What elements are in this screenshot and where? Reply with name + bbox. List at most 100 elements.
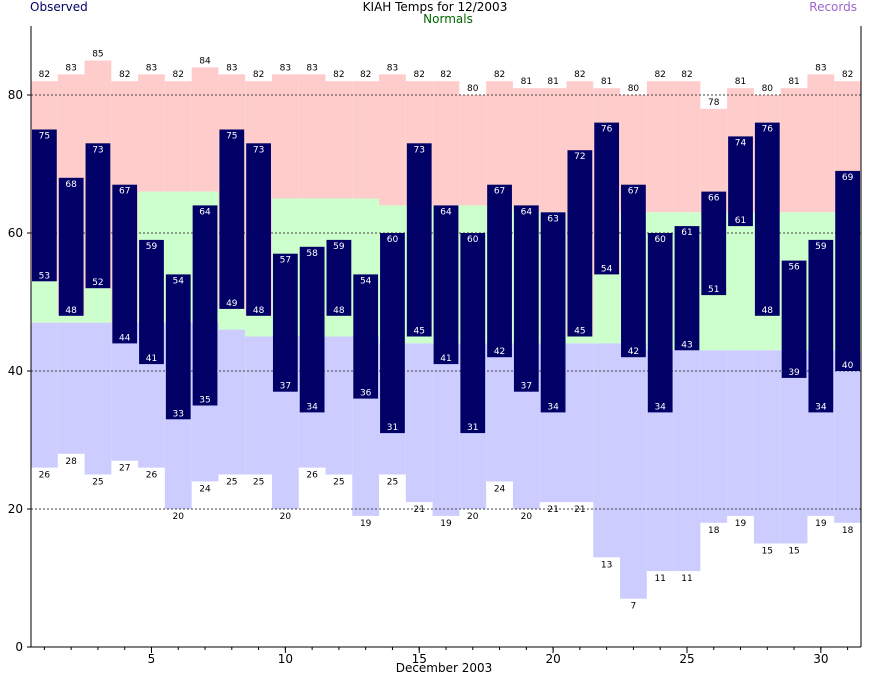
observed-bar xyxy=(192,205,218,406)
observed-low-label: 48 xyxy=(333,306,345,316)
record-high-label: 82 xyxy=(119,70,130,80)
observed-low-label: 34 xyxy=(547,402,559,412)
record-high-label: 84 xyxy=(199,56,211,66)
record-high-label: 80 xyxy=(628,84,640,94)
record-low-band xyxy=(432,343,460,516)
record-low-label: 19 xyxy=(735,519,747,529)
observed-low-label: 48 xyxy=(762,306,774,316)
observed-low-label: 34 xyxy=(815,402,827,412)
normal-band xyxy=(84,288,112,323)
value-labels: 75 53 82 26 68 48 83 28 73 52 85 25 67 44 82 27 59 41 83 26… xyxy=(39,50,854,612)
record-high-label: 80 xyxy=(762,84,774,94)
record-low-label: 11 xyxy=(654,574,665,584)
observed-low-label: 31 xyxy=(467,423,478,433)
observed-high-label: 60 xyxy=(654,235,666,245)
x-tick-label: 10 xyxy=(278,652,293,666)
record-low-label: 20 xyxy=(173,512,185,522)
record-high-band xyxy=(807,74,835,213)
observed-bar xyxy=(326,239,352,316)
record-low-band xyxy=(834,350,861,523)
observed-high-label: 66 xyxy=(708,194,720,204)
record-high-label: 82 xyxy=(413,70,424,80)
record-low-label: 13 xyxy=(601,560,612,570)
observed-low-label: 33 xyxy=(173,409,184,419)
observed-bar xyxy=(219,129,245,309)
observed-bar xyxy=(85,143,111,289)
record-low-label: 26 xyxy=(39,471,51,481)
record-high-label: 83 xyxy=(815,63,826,73)
record-low-label: 21 xyxy=(547,505,558,515)
record-low-band xyxy=(57,322,85,454)
observed-bar xyxy=(781,260,807,378)
record-high-label: 82 xyxy=(681,70,692,80)
record-low-band xyxy=(31,322,58,468)
record-high-band xyxy=(459,95,487,206)
record-high-label: 81 xyxy=(788,77,799,87)
record-low-band xyxy=(700,350,728,523)
normal-band xyxy=(245,315,272,337)
observed-bar xyxy=(540,212,566,413)
record-high-label: 82 xyxy=(333,70,344,80)
record-high-label: 82 xyxy=(494,70,505,80)
record-low-band xyxy=(218,329,246,475)
observed-high-label: 74 xyxy=(735,138,747,148)
record-high-label: 85 xyxy=(92,50,103,60)
observed-high-label: 54 xyxy=(360,276,372,286)
record-low-label: 25 xyxy=(253,478,264,488)
record-high-label: 82 xyxy=(173,70,184,80)
record-low-label: 27 xyxy=(119,464,130,474)
observed-high-label: 75 xyxy=(39,132,50,142)
observed-bar xyxy=(139,239,164,365)
observed-low-label: 45 xyxy=(574,327,585,337)
observed-low-label: 40 xyxy=(842,361,854,371)
observed-high-label: 64 xyxy=(440,207,452,217)
record-low-band xyxy=(593,343,621,558)
observed-low-label: 34 xyxy=(306,402,318,412)
observed-bar xyxy=(835,170,860,371)
observed-low-label: 61 xyxy=(735,216,746,226)
observed-high-label: 73 xyxy=(413,145,424,155)
observed-bar xyxy=(594,122,620,275)
record-high-label: 82 xyxy=(360,70,371,80)
observed-low-label: 45 xyxy=(413,327,424,337)
record-high-band xyxy=(432,81,460,206)
observed-high-label: 67 xyxy=(628,187,639,197)
observed-high-label: 76 xyxy=(601,125,613,135)
normal-band xyxy=(727,212,754,351)
record-low-band xyxy=(620,343,647,599)
observed-high-label: 64 xyxy=(521,207,533,217)
observed-high-label: 58 xyxy=(306,249,318,259)
observed-high-label: 76 xyxy=(762,125,774,135)
observed-high-label: 73 xyxy=(92,145,103,155)
y-tick-label: 80 xyxy=(8,88,23,102)
record-low-label: 20 xyxy=(521,512,533,522)
record-low-label: 25 xyxy=(226,478,237,488)
record-high-band xyxy=(780,88,808,213)
observed-bar xyxy=(460,233,486,434)
record-low-band xyxy=(245,336,272,475)
y-tick-label: 40 xyxy=(8,364,23,378)
observed-bar xyxy=(433,205,459,365)
observed-bar xyxy=(701,191,727,296)
normal-band xyxy=(31,281,58,323)
normal-band xyxy=(566,336,594,344)
record-low-label: 26 xyxy=(306,471,318,481)
record-high-label: 83 xyxy=(306,63,317,73)
observed-high-label: 75 xyxy=(226,132,237,142)
observed-high-label: 57 xyxy=(280,256,291,266)
observed-bar xyxy=(353,274,379,399)
observed-low-label: 48 xyxy=(253,306,265,316)
record-high-label: 82 xyxy=(39,70,50,80)
observed-low-label: 35 xyxy=(199,396,210,406)
observed-high-label: 67 xyxy=(494,187,505,197)
observed-low-label: 42 xyxy=(494,347,505,357)
observed-bar xyxy=(406,143,432,337)
chart-title: KIAH Temps for 12/2003 xyxy=(362,0,508,14)
record-high-label: 81 xyxy=(601,77,612,87)
record-low-band xyxy=(566,343,594,503)
observed-low-label: 39 xyxy=(788,368,800,378)
observed-low-label: 36 xyxy=(360,389,372,399)
observed-bar xyxy=(728,136,753,227)
record-low-label: 25 xyxy=(92,478,103,488)
